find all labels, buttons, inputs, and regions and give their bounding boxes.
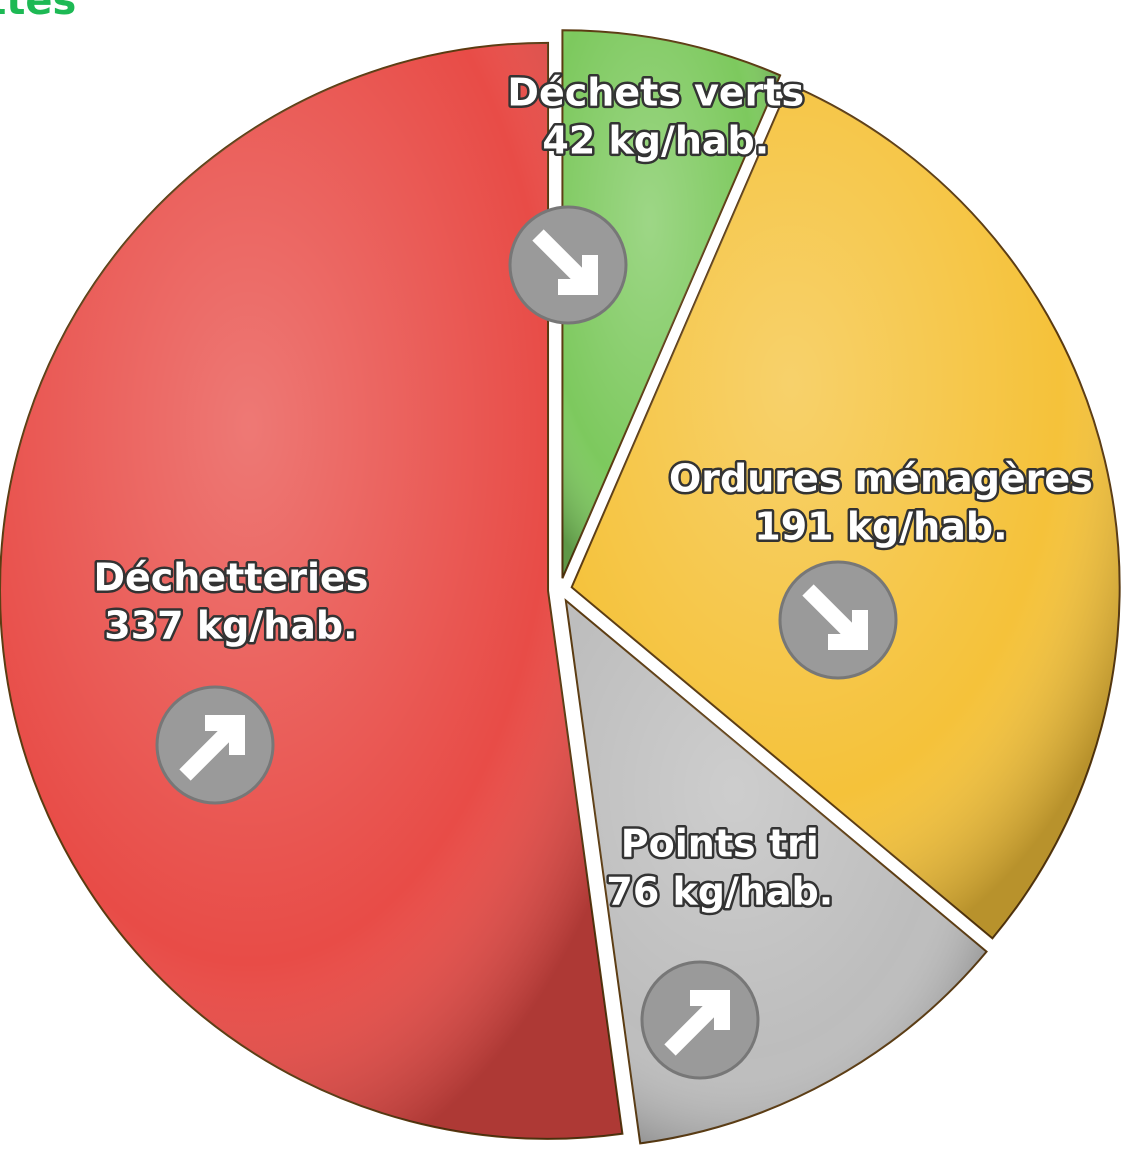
trend-icon: [510, 207, 626, 323]
value-label: 42 kg/hab.: [542, 118, 769, 162]
chart-title: ettes: [0, 0, 76, 24]
value-label: 76 kg/hab.: [606, 870, 833, 914]
slice-label: Déchets verts: [507, 70, 804, 114]
trend-icon: [780, 562, 896, 678]
slice-label: Déchetteries: [93, 555, 368, 599]
value-label: 191 kg/hab.: [754, 505, 1007, 549]
slice-label: Ordures ménagères: [669, 457, 1093, 501]
slice-label: Points tri: [621, 822, 819, 866]
value-label: 337 kg/hab.: [104, 603, 357, 647]
trend-icon: [642, 962, 758, 1078]
trend-icon: [157, 687, 273, 803]
